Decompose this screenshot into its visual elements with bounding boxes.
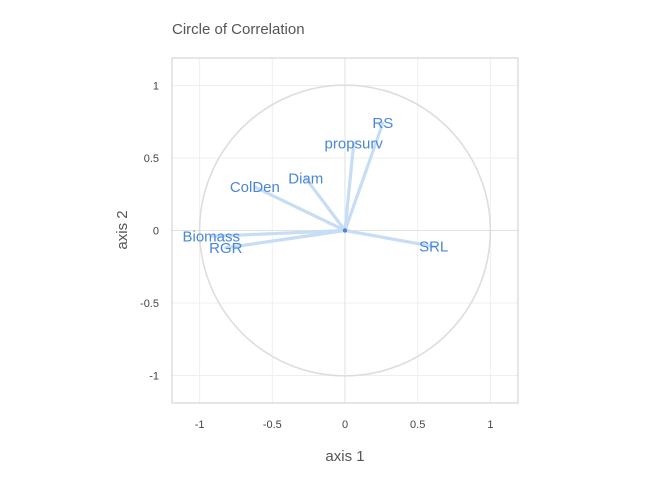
- x-tick-label: -0.5: [263, 419, 282, 431]
- y-tick-label: 0: [153, 226, 159, 238]
- origin-point: [342, 228, 348, 233]
- y-tick-label: 0.5: [144, 153, 159, 165]
- x-tick-label: 0.5: [410, 419, 425, 431]
- arrow-srl: [343, 228, 436, 249]
- y-axis-ticks: 1 0.5 0 -0.5 -1: [140, 81, 159, 383]
- arrow-rgr: [224, 228, 347, 250]
- label-diam: Diam: [288, 170, 323, 187]
- unit-circle: [198, 84, 492, 377]
- y-tick-label: -1: [149, 370, 159, 382]
- variable-arrows: [209, 121, 436, 250]
- x-tick-label: 1: [487, 419, 493, 431]
- arrow-rs: [343, 121, 385, 233]
- chart-title: Circle of Correlation: [172, 21, 305, 38]
- label-srl: SRL: [419, 238, 448, 255]
- label-propsurv: propsurv: [325, 136, 384, 153]
- plot-frame: [171, 57, 519, 404]
- x-tick-label: -1: [195, 419, 205, 431]
- x-axis-ticks: -1 -0.5 0 0.5 1: [195, 419, 494, 431]
- label-biomass: Biomass: [182, 228, 240, 245]
- y-axis-label: axis 2: [114, 210, 131, 249]
- y-tick-label: -0.5: [140, 298, 159, 310]
- arrow-propsurv: [343, 141, 356, 233]
- x-axis-label: axis 1: [325, 448, 364, 465]
- arrow-colden: [253, 185, 347, 233]
- arrow-diam: [304, 176, 347, 233]
- arrow-biomass: [209, 228, 347, 238]
- label-rgr: RGR: [209, 240, 243, 257]
- y-tick-label: 1: [153, 81, 159, 93]
- label-rs: RS: [372, 115, 393, 132]
- x-tick-label: 0: [342, 419, 348, 431]
- label-colden: ColDen: [230, 179, 280, 196]
